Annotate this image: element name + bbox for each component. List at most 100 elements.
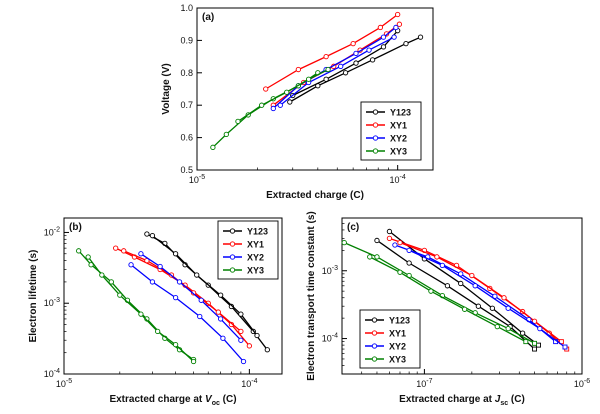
series-xy2 xyxy=(277,34,397,108)
data-point-y123 xyxy=(323,76,329,82)
legend-label-xy1: XY1 xyxy=(247,240,264,250)
data-point-y123 xyxy=(238,311,244,317)
y-tick-label: 10-4 xyxy=(322,333,338,344)
data-point-xy1 xyxy=(501,295,507,301)
data-point-xy2 xyxy=(406,247,412,253)
plot-frame xyxy=(196,7,434,171)
data-point-xy3 xyxy=(117,292,123,298)
series-line-y123 xyxy=(376,239,536,350)
y-tick-label: 10-4 xyxy=(44,368,60,379)
y-tick-label: 10-2 xyxy=(44,226,60,237)
data-point-xy1 xyxy=(295,66,302,73)
y-tick-label-base: 10 xyxy=(44,298,54,308)
y-axis-label: Electron transport time constant (s) xyxy=(306,211,317,380)
data-point-y123 xyxy=(458,280,464,287)
series-line-y123 xyxy=(152,235,258,336)
x-tick-label: 10-5 xyxy=(56,378,72,389)
data-point-xy2 xyxy=(128,262,134,268)
data-point-xy1 xyxy=(377,24,384,31)
data-point-xy2 xyxy=(238,337,244,343)
data-point-xy1 xyxy=(350,40,356,47)
data-point-xy2 xyxy=(157,263,163,270)
series-line-xy1 xyxy=(399,241,562,343)
data-point-y123 xyxy=(374,237,380,244)
legend-marker-xy2 xyxy=(229,254,236,260)
data-point-xy2 xyxy=(380,34,387,40)
x-tick-label-exponent: -5 xyxy=(199,174,205,181)
series-line-xy2 xyxy=(140,253,242,341)
x-tick-label-exponent: -5 xyxy=(66,378,72,385)
y-tick-label: 0.9 xyxy=(180,35,193,45)
data-point-y123 xyxy=(144,231,150,237)
data-point-xy3 xyxy=(108,279,114,285)
legend-label-xy1: XY1 xyxy=(390,121,407,131)
y-tick-label-exponent: -4 xyxy=(54,368,60,375)
data-point-y123 xyxy=(403,40,409,47)
data-point-y123 xyxy=(532,346,538,352)
data-point-y123 xyxy=(369,57,376,63)
series-xy2 xyxy=(406,247,568,350)
data-point-xy2 xyxy=(338,63,344,69)
data-point-xy3 xyxy=(154,328,161,335)
legend-label-xy2: XY2 xyxy=(247,253,264,263)
data-point-xy2 xyxy=(270,105,276,112)
x-axis-label: Extracted charge (C) xyxy=(266,190,364,201)
data-point-y123 xyxy=(406,260,412,266)
y-tick-label: 0.8 xyxy=(180,68,193,78)
x-tick-label-exponent: -6 xyxy=(584,378,590,385)
data-point-xy1 xyxy=(397,239,403,246)
data-point-xy3 xyxy=(172,341,179,348)
series-xy2 xyxy=(128,262,247,365)
legend-marker-y123 xyxy=(229,228,236,234)
data-point-xy3 xyxy=(374,254,380,260)
x-tick-label: 10-4 xyxy=(390,174,406,185)
data-point-xy1 xyxy=(395,11,401,18)
y-tick-label: 10-3 xyxy=(322,265,338,276)
x-tick-label-exponent: -4 xyxy=(251,378,257,385)
data-point-xy1 xyxy=(323,53,329,60)
panel-label: (b) xyxy=(69,222,82,233)
data-point-y123 xyxy=(536,342,541,348)
x-axis-label: Extracted charge at Jsc (C) xyxy=(399,394,525,407)
data-point-xy3 xyxy=(305,76,312,82)
series-line-xy2 xyxy=(394,244,557,343)
series-y123 xyxy=(290,28,401,99)
x-tick-label: 10-5 xyxy=(189,174,205,185)
data-point-xy3 xyxy=(210,144,216,150)
data-point-xy2 xyxy=(138,251,144,257)
series-line-y123 xyxy=(289,36,421,103)
series-y123 xyxy=(149,233,260,339)
x-tick-label: 10-4 xyxy=(241,378,257,389)
data-point-xy2 xyxy=(537,325,543,332)
data-point-xy3 xyxy=(523,339,529,345)
data-point-xy3 xyxy=(259,102,265,108)
series-y123 xyxy=(374,237,538,352)
y-tick-label-base: 10 xyxy=(322,334,332,344)
series-line-xy2 xyxy=(130,264,244,362)
y-tick-label-base: 10 xyxy=(44,369,54,379)
data-point-y123 xyxy=(149,233,156,239)
y-tick-label-base: 10 xyxy=(44,227,54,237)
x-axis-label-part: Extracted charge at xyxy=(109,394,205,405)
legend-label-xy1: XY1 xyxy=(389,329,406,339)
y-tick-label: 0.5 xyxy=(180,165,193,175)
legend-label-y123: Y123 xyxy=(247,227,268,237)
y-axis-label: Voltage (V) xyxy=(161,63,172,114)
data-point-xy2 xyxy=(391,34,397,40)
legend-label-y123: Y123 xyxy=(390,108,411,118)
data-point-xy3 xyxy=(325,66,331,73)
legend-marker-xy3 xyxy=(229,267,236,273)
data-point-xy2 xyxy=(392,242,398,248)
legend-label-xy3: XY3 xyxy=(247,266,264,276)
plot-frame xyxy=(341,217,583,375)
legend-marker-xy2 xyxy=(371,343,378,349)
data-point-xy3 xyxy=(367,254,373,260)
data-point-y123 xyxy=(287,99,293,105)
data-point-xy3 xyxy=(235,118,241,125)
data-point-y123 xyxy=(228,303,235,310)
series-xy1 xyxy=(263,11,401,92)
chart-panel-3: 10-7 10-610-410-3(c)Extracted charge at J… xyxy=(306,211,590,407)
chart-panel-1: 10-5 10-40.50.60.70.80.91.0(a)Extracted c… xyxy=(161,3,434,201)
data-point-xy3 xyxy=(284,89,290,95)
x-tick-label: 10-7 xyxy=(416,378,432,389)
